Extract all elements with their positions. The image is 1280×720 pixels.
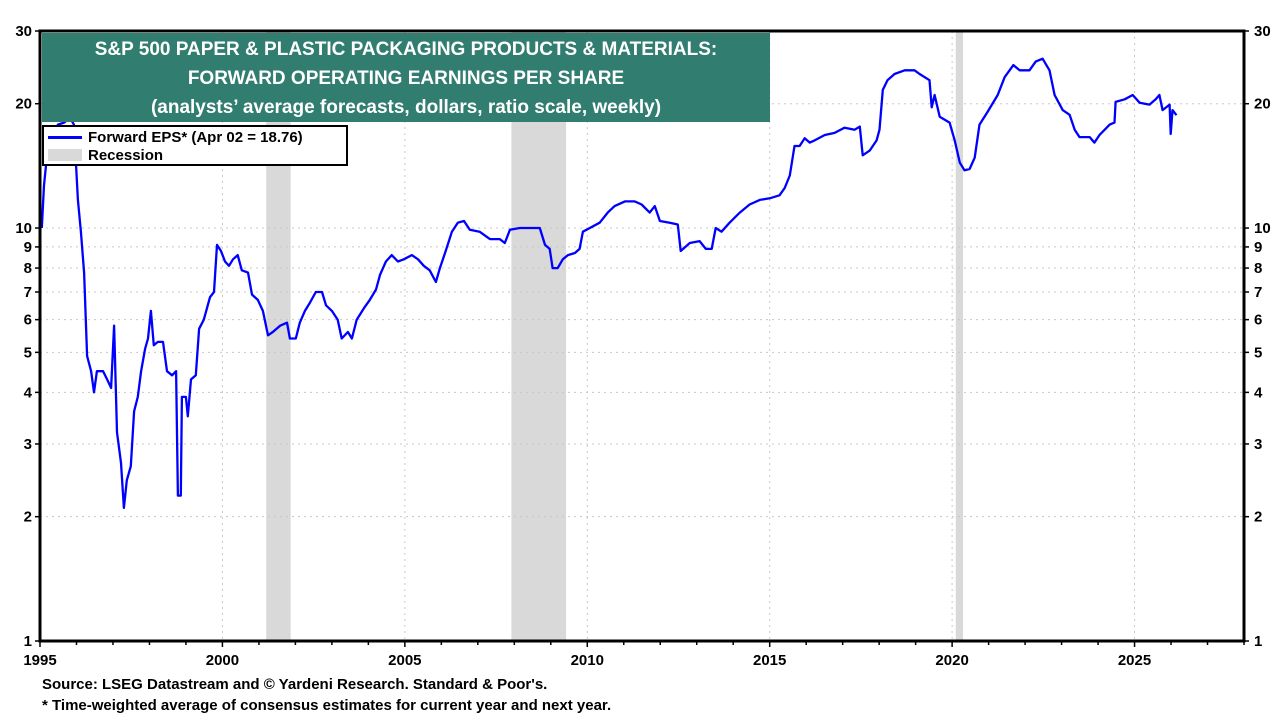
x-tick-label: 2025 [1118,652,1151,669]
y-tick-label-left: 4 [24,384,33,401]
y-tick-label-left: 3 [24,436,32,453]
y-tick-label-right: 4 [1254,384,1263,401]
y-tick-label-left: 7 [24,284,32,301]
legend: Forward EPS* (Apr 02 = 18.76) Recession [42,125,348,166]
y-tick-label-right: 6 [1254,312,1262,329]
forward-eps-line [40,57,1178,510]
legend-line-swatch [48,135,82,139]
y-tick-label-left: 20 [15,96,32,113]
plot-frame [38,29,1246,643]
footnote: * Time-weighted average of consensus est… [42,697,612,714]
y-tick-label-left: 8 [24,260,32,277]
legend-band-swatch [48,149,82,161]
y-tick-label-left: 1 [24,633,32,650]
recession-band [266,31,291,641]
y-tick-label-left: 10 [15,220,32,237]
y-tick-label-right: 3 [1254,436,1262,453]
y-tick-label-right: 10 [1254,220,1271,237]
y-tick-label-right: 20 [1254,96,1271,113]
y-tick-label-left: 5 [24,344,32,361]
y-tick-label-left: 6 [24,312,32,329]
y-tick-label-right: 30 [1254,23,1271,40]
x-tick-label: 1995 [23,652,56,669]
legend-label-recession: Recession [88,146,164,164]
y-tick-label-left: 9 [24,239,32,256]
title-line-3: (analysts’ average forecasts, dollars, r… [150,97,662,118]
recession-band [955,31,964,641]
x-tick-label: 2020 [935,652,968,669]
x-tick-label: 2015 [753,652,786,669]
x-tick-label: 2000 [206,652,239,669]
title-line-2: FORWARD OPERATING EARNINGS PER SHARE [187,68,625,89]
source-note: Source: LSEG Datastream and © Yardeni Re… [42,676,548,693]
y-tick-label-left: 30 [15,23,32,40]
title-line-1: S&P 500 PAPER & PLASTIC PACKAGING PRODUC… [94,39,718,60]
y-tick-label-right: 7 [1254,284,1262,301]
y-tick-label-right: 8 [1254,260,1262,277]
legend-label-forward-eps: Forward EPS* (Apr 02 = 18.76) [88,128,303,146]
y-tick-label-right: 2 [1254,509,1262,526]
legend-item-forward-eps: Forward EPS* (Apr 02 = 18.76) [48,128,303,146]
y-tick-label-right: 9 [1254,239,1262,256]
legend-item-recession: Recession [48,146,163,164]
x-tick-label: 2010 [571,652,604,669]
y-tick-label-left: 2 [24,509,32,526]
recession-band [511,31,567,641]
x-tick-label: 2005 [388,652,421,669]
y-tick-label-right: 1 [1254,633,1262,650]
chart-title: S&P 500 PAPER & PLASTIC PACKAGING PRODUC… [42,33,770,122]
y-tick-label-right: 5 [1254,344,1262,361]
